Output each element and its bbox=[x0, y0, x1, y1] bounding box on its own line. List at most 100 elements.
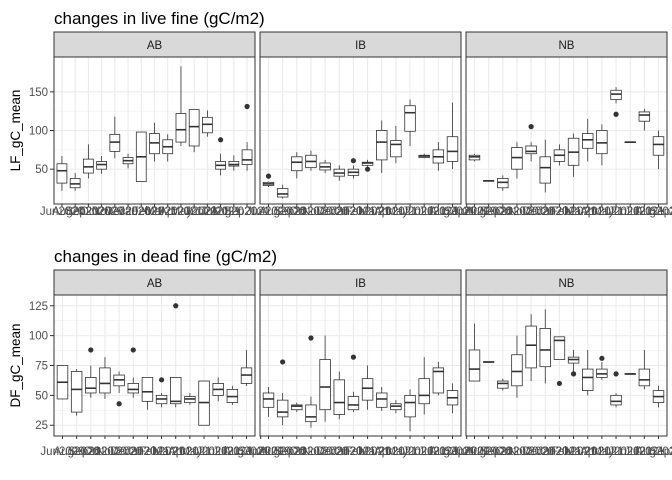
box-3 bbox=[291, 152, 303, 179]
box bbox=[175, 113, 187, 143]
x-tick-label: May2021 bbox=[180, 446, 227, 458]
outlier-point bbox=[280, 359, 286, 365]
facet-strip-label: NB bbox=[559, 278, 575, 290]
x-tick-label: Aug2020 bbox=[52, 206, 98, 218]
x-tick-label: Jun2020 bbox=[246, 446, 290, 458]
x-tick-label: Sep2020 bbox=[274, 446, 320, 458]
x-tick-label: Aug2021 bbox=[223, 446, 269, 458]
x-tick-label: Aug2021 bbox=[635, 446, 672, 458]
box-8 bbox=[149, 122, 160, 162]
x-tick-label: Jul2021 bbox=[418, 206, 458, 218]
x-tick-label: Aug2020 bbox=[260, 446, 306, 458]
box-5 bbox=[525, 124, 537, 162]
box-13 bbox=[215, 137, 226, 176]
y-tick-label: 100 bbox=[29, 126, 48, 138]
outlier-point bbox=[599, 355, 605, 361]
box-4 bbox=[96, 156, 107, 174]
box bbox=[376, 130, 388, 161]
box-13 bbox=[432, 142, 445, 171]
box bbox=[70, 371, 83, 413]
box bbox=[333, 379, 345, 415]
x-tick-label: Sep2021 bbox=[238, 446, 284, 458]
box bbox=[525, 145, 537, 155]
x-tick-label: Nov2020 bbox=[92, 206, 138, 218]
box-12 bbox=[212, 377, 224, 402]
x-tick-label: Apr2021 bbox=[168, 446, 211, 458]
outlier-point bbox=[613, 111, 619, 117]
panel-border bbox=[259, 56, 462, 205]
box-2 bbox=[276, 359, 289, 426]
x-tick-label: Nov2020 bbox=[508, 206, 554, 218]
box bbox=[582, 368, 594, 391]
outlier-point bbox=[158, 377, 165, 383]
y-tick-label: 100 bbox=[29, 331, 48, 343]
x-tick-label: Jul2021 bbox=[212, 446, 252, 458]
x-tick-label: Dec2020 bbox=[522, 446, 568, 458]
x-tick-label: Jan2021 bbox=[331, 206, 375, 218]
x-tick-label: Sep2020 bbox=[65, 206, 111, 218]
box-5 bbox=[109, 116, 121, 159]
x-tick-label: Jun2021 bbox=[608, 446, 652, 458]
x-tick-label: Apr2021 bbox=[374, 446, 417, 458]
box-1 bbox=[468, 323, 481, 382]
box-2 bbox=[70, 369, 83, 416]
x-tick-label: Mar2021 bbox=[359, 206, 404, 218]
x-tick-label: Nov2020 bbox=[96, 446, 142, 458]
box-13 bbox=[638, 349, 651, 390]
box bbox=[638, 368, 651, 387]
y-tick-label: 50 bbox=[35, 390, 48, 402]
y-tick-label: 125 bbox=[29, 301, 48, 313]
x-tick-label: Jun2021 bbox=[185, 206, 229, 218]
box bbox=[525, 325, 537, 369]
facet-NB: NB Jun2020Aug2020Sep2020Oct2020Nov2020Dec… bbox=[452, 269, 672, 458]
box bbox=[376, 392, 388, 408]
x-tick-label: Dec2020 bbox=[110, 446, 156, 458]
x-tick-label: Dec2020 bbox=[105, 206, 151, 218]
box-11 bbox=[610, 371, 622, 408]
box-13 bbox=[226, 385, 239, 405]
outlier-point bbox=[350, 354, 357, 360]
outlier-point bbox=[528, 124, 534, 130]
box-12 bbox=[418, 357, 430, 415]
x-tick-label: Jan2021 bbox=[537, 446, 581, 458]
x-tick-label: Aug2021 bbox=[429, 206, 475, 218]
box bbox=[418, 378, 430, 405]
panel-border bbox=[259, 294, 462, 437]
x-tick-label: Sep2021 bbox=[650, 206, 672, 218]
facet-strip bbox=[465, 269, 668, 296]
box-6 bbox=[127, 347, 139, 398]
box bbox=[610, 394, 622, 406]
box-10 bbox=[596, 124, 608, 166]
x-tick-label: Jan2021 bbox=[119, 206, 163, 218]
box bbox=[497, 380, 509, 389]
x-tick-label: Jun2021 bbox=[608, 206, 652, 218]
chart-1: changes in live fine (gC/m2) LF_gC_mean 50… bbox=[8, 9, 672, 218]
box-14 bbox=[228, 155, 240, 171]
outlier-point bbox=[173, 303, 179, 309]
box-9 bbox=[582, 118, 594, 162]
box-7 bbox=[553, 336, 566, 387]
box bbox=[652, 136, 665, 156]
x-tick-label: Aug2021 bbox=[429, 446, 475, 458]
box bbox=[276, 399, 289, 418]
x-tick-label: Apr2021 bbox=[159, 206, 202, 218]
box-8 bbox=[155, 377, 168, 408]
box bbox=[539, 328, 551, 368]
box-6 bbox=[539, 309, 551, 384]
box bbox=[638, 111, 651, 122]
box bbox=[553, 336, 566, 360]
box bbox=[262, 392, 275, 408]
box-7 bbox=[347, 354, 360, 413]
x-tick-label: Dec2020 bbox=[316, 446, 362, 458]
x-tick-label: Nov2020 bbox=[508, 446, 554, 458]
y-tick-label: 150 bbox=[29, 87, 48, 99]
box bbox=[141, 377, 154, 402]
x-tick-label: Oct2020 bbox=[495, 446, 538, 458]
chart-title: changes in dead fine (gC/m2) bbox=[54, 247, 277, 266]
box-3 bbox=[83, 144, 94, 179]
x-tick-label: Jun2021 bbox=[196, 446, 240, 458]
box-4 bbox=[99, 357, 111, 399]
x-tick-label: May2021 bbox=[592, 446, 639, 458]
box-2 bbox=[69, 173, 81, 191]
x-tick-label: Nov2020 bbox=[302, 446, 348, 458]
